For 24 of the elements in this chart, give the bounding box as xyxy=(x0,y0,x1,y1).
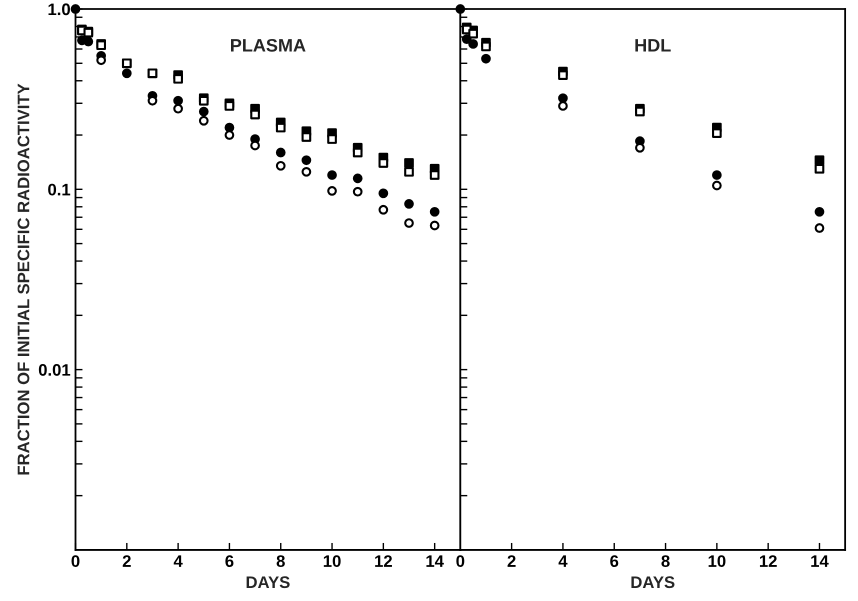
x-axis-title: DAYS xyxy=(246,576,290,588)
y-tick-label: 0.01 xyxy=(38,364,70,376)
x-tick-label: 2 xyxy=(508,555,516,567)
x-tick-label: 8 xyxy=(276,555,285,568)
x-tick-label: 4 xyxy=(558,555,568,567)
y-tick-label: 1.0 xyxy=(48,3,70,16)
x-tick-label: 10 xyxy=(708,555,726,568)
x-tick-label: 0 xyxy=(72,555,80,568)
text: PLASMA xyxy=(231,38,306,52)
x-axis-title: DAYS xyxy=(631,576,674,588)
y-tick-label: 0.1 xyxy=(48,184,70,196)
x-tick-label: 12 xyxy=(375,555,392,567)
x-tick-label: 2 xyxy=(122,555,131,567)
x-tick-label: 6 xyxy=(225,555,234,568)
x-tick-label: 12 xyxy=(760,555,777,567)
y-axis-title: FRACTION OF INITIAL SPECIFIC RADIOACTIVITY xyxy=(18,84,30,474)
x-tick-label: 4 xyxy=(174,555,183,567)
x-tick-label: 14 xyxy=(426,555,444,567)
x-tick-label: 0 xyxy=(456,555,464,568)
x-tick-label: 10 xyxy=(324,555,341,568)
text: HDL xyxy=(635,39,671,52)
x-tick-label: 6 xyxy=(610,555,618,568)
x-tick-label: 14 xyxy=(811,555,829,567)
x-tick-label: 8 xyxy=(661,555,670,568)
